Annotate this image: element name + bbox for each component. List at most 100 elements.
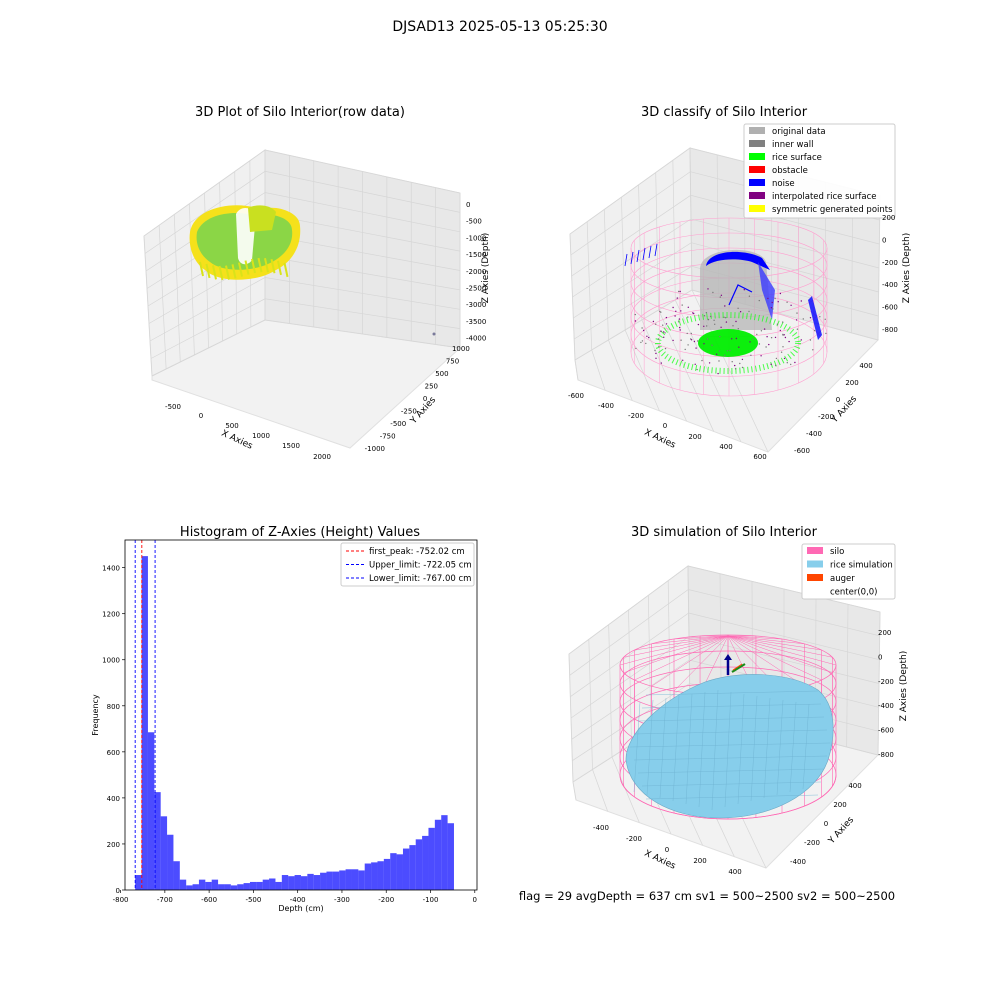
histogram-bar: [186, 885, 193, 890]
z-tick-label: 200: [882, 214, 895, 222]
classified-point: [655, 357, 657, 359]
grid-line: [574, 359, 579, 381]
histogram-bar: [205, 881, 212, 890]
classified-point: [729, 349, 731, 352]
x-tick-label: 0: [199, 412, 203, 420]
histogram-bar: [269, 878, 276, 890]
legend: silo rice simulation auger center(0,0): [801, 543, 896, 600]
figure-title: DJSAD13 2025-05-13 05:25:30: [392, 19, 607, 35]
legend-label: inner wall: [772, 140, 813, 150]
legend-swatch: [807, 547, 823, 554]
classified-point: [748, 310, 750, 313]
grid-line: [569, 589, 880, 676]
grid-line: [570, 636, 880, 719]
z-tick-label: -800: [878, 751, 894, 759]
y-tick-label: -500: [390, 420, 406, 428]
classified-point: [795, 319, 798, 321]
rice-mesh-line: [633, 729, 828, 735]
z-tick-label: -2000: [466, 268, 486, 276]
histogram-bar: [402, 848, 410, 890]
silo-front-edge: [619, 774, 837, 820]
histogram-bar: [281, 875, 289, 890]
classified-point: [672, 306, 674, 309]
classified-point: [711, 344, 713, 346]
classified-point: [782, 334, 784, 336]
classified-point: [756, 333, 758, 336]
classified-point: [693, 340, 696, 343]
x-tick-label: 500: [225, 422, 238, 430]
classified-point: [731, 361, 733, 363]
classified-point: [690, 332, 692, 335]
point-cloud-strand: [205, 263, 211, 279]
x-axis-label: X Axies: [220, 429, 255, 452]
silo-roof-strut: [727, 635, 822, 651]
classified-point: [705, 312, 708, 314]
y-tick-label: 1000: [452, 345, 470, 353]
y-tick-label: -400: [790, 858, 806, 866]
x-tick-label: 2000: [313, 453, 331, 461]
classified-point: [779, 292, 782, 295]
classified-point: [741, 366, 744, 369]
silo-roof-strut: [727, 635, 833, 674]
classified-point: [770, 307, 773, 309]
histogram-bar: [179, 879, 187, 890]
classified-point: [678, 318, 681, 320]
silo-roof-strut: [727, 635, 805, 645]
stray-point: [432, 332, 436, 336]
classified-point: [790, 363, 792, 366]
classified-point: [655, 323, 657, 325]
silo-roof-strut: [727, 635, 783, 640]
classified-point: [774, 297, 776, 300]
classified-point: [812, 349, 814, 351]
grid-line: [571, 194, 880, 277]
classified-point: [687, 344, 689, 346]
classified-point: [779, 329, 781, 332]
classified-point: [635, 347, 637, 350]
point-cloud-strand: [238, 262, 243, 277]
grid-line: [150, 298, 461, 359]
classified-point: [775, 364, 777, 367]
x-tick-label: 200: [688, 433, 701, 441]
noise-points: [630, 251, 634, 265]
classified-point: [641, 327, 643, 329]
y-tick-label: 1000: [102, 657, 120, 665]
classified-point: [715, 353, 718, 355]
x-tick-label: 1500: [282, 442, 300, 450]
grid-line: [611, 756, 640, 823]
legend-label: center(0,0): [830, 588, 878, 598]
classified-point: [750, 354, 752, 356]
rice-mesh-line: [724, 691, 732, 808]
classified-point: [824, 318, 826, 320]
silo-roof-strut: [727, 635, 822, 681]
legend-swatch: [749, 140, 765, 147]
classified-point: [684, 348, 686, 351]
classified-point: [652, 320, 655, 323]
classified-point: [765, 346, 767, 348]
classified-point: [658, 345, 660, 348]
classified-point: [677, 321, 680, 323]
classified-point: [800, 339, 802, 341]
z-tick-label: -200: [878, 678, 894, 686]
rice-mesh-line: [659, 697, 667, 799]
y-tick-label: -200: [818, 413, 834, 421]
classified-point: [687, 316, 689, 318]
histogram-bar: [243, 883, 250, 890]
classified-point: [737, 328, 739, 330]
legend-label: Upper_limit: -722.05 cm: [369, 561, 472, 571]
classified-point: [696, 368, 698, 371]
classified-point: [674, 315, 676, 317]
classified-point: [771, 301, 773, 304]
panel-classify-3d: 3D classify of Silo Interior original da…: [568, 105, 912, 461]
histogram-bar: [313, 875, 321, 890]
legend-swatch: [749, 179, 765, 186]
rice-mesh-line: [802, 703, 810, 790]
point-cloud-strand: [270, 258, 276, 274]
z-tick-label: -200: [882, 259, 898, 267]
classified-point: [717, 372, 719, 375]
classified-point: [731, 338, 733, 340]
classified-point: [690, 338, 692, 340]
panel-raw-3d: 3D Plot of Silo Interior(row data) 0 -500…: [143, 105, 491, 461]
histogram-bar: [441, 815, 448, 890]
rice-mesh-line: [637, 768, 825, 774]
z-tick-label: 0: [878, 653, 882, 661]
